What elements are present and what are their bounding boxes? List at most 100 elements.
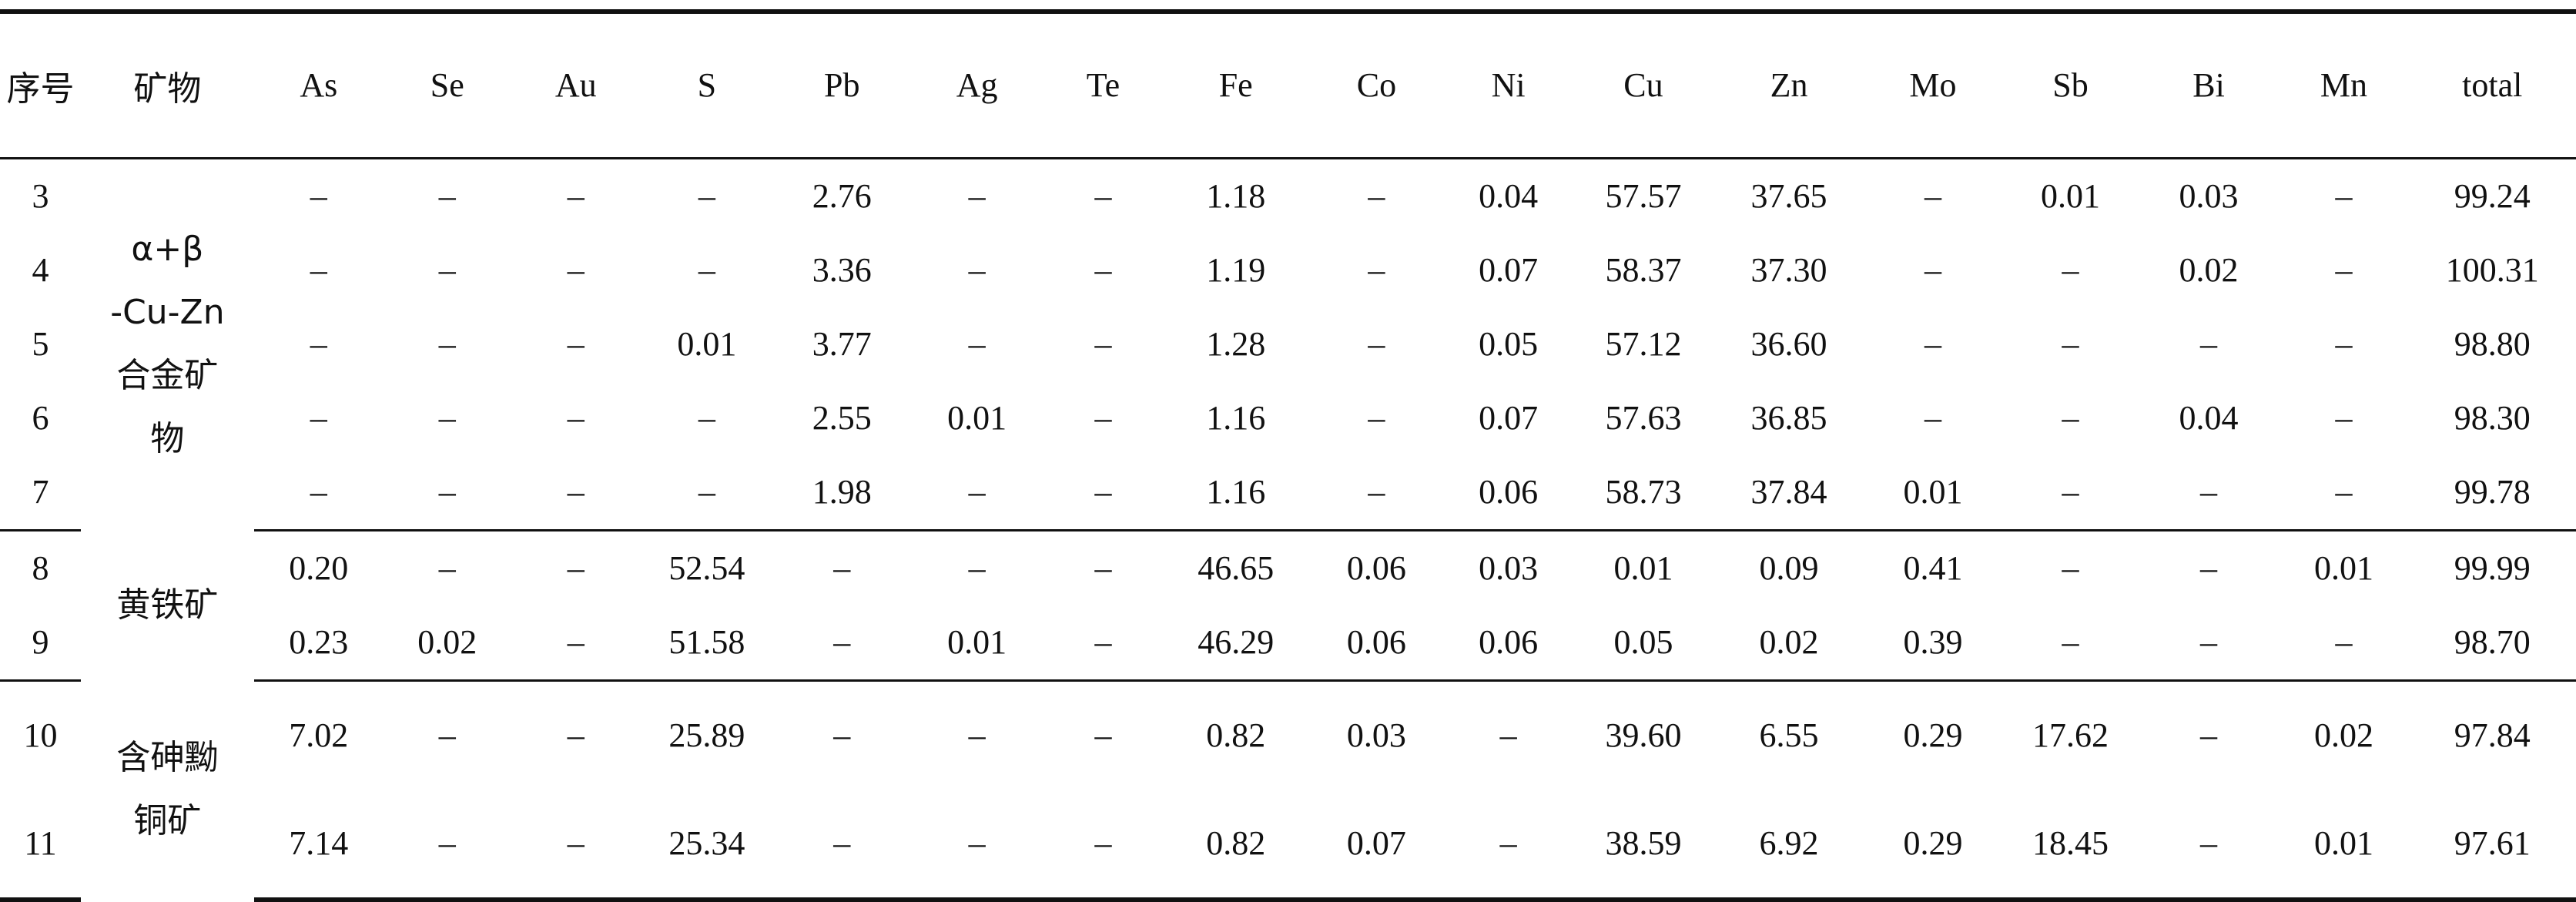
value-cell: 1.18 [1206,177,1266,215]
table-row: 3 α+β -Cu-Zn 合金矿物 – – – – 2.76 – – 1.18 – 0.04 57.57 37… [0,158,2576,458]
mineral-name-line: 含砷黝 [116,738,219,778]
column-header: 矿物 [81,9,254,159]
value-cell: – [438,716,456,754]
row-index-cell: 11 [0,789,82,902]
row-index-cell: 4 [32,251,49,289]
value-cell: – [910,789,1043,902]
value-cell: 99.99 [2454,549,2531,587]
value-cell: – [2279,454,2409,531]
row-index-cell: 5 [32,325,49,363]
value-cell: – [383,789,511,902]
value-cell: 99.24 [2454,177,2531,215]
value-cell: – [1368,251,1385,289]
value-cell: – [2062,399,2079,437]
value-cell: – [833,549,851,587]
value-cell: – [1308,454,1445,531]
value-cell: – [567,325,585,363]
value-cell: 58.37 [1605,251,1682,289]
value-cell: – [511,454,641,531]
mineral-name-line: α+β [131,230,204,270]
value-cell: 18.45 [2002,789,2139,902]
value-cell: 39.60 [1605,716,1682,754]
value-cell: – [310,399,327,437]
value-cell: – [698,399,715,437]
row-index-cell: 3 [32,177,49,215]
value-cell: 2.76 [812,177,872,215]
table-row: 6 – – – – 2.55 0.01 – 1.16 – 0.07 57.63 36.85 – – 0.04 –… [0,381,2576,455]
value-cell: 0.06 [1346,549,1406,587]
value-cell: – [1444,789,1573,902]
value-cell: 0.01 [2040,177,2100,215]
column-header: Te [1043,9,1164,159]
value-cell: – [310,251,327,289]
value-cell: 0.05 [1572,605,1715,682]
value-cell: 36.85 [1750,399,1827,437]
value-cell: – [2062,549,2079,587]
value-cell: 58.73 [1572,454,1715,531]
value-cell: 57.12 [1605,325,1682,363]
value-cell: – [1924,399,1941,437]
mineral-name-cell: 含砷黝 铜矿 [81,680,254,900]
value-cell: – [772,789,911,902]
value-cell: – [833,716,851,754]
value-cell: 0.04 [2179,399,2239,437]
value-cell: – [968,716,986,754]
column-header: Fe [1163,9,1309,159]
value-cell: 99.78 [2408,454,2576,531]
value-cell: 0.06 [1444,605,1573,682]
value-cell: – [2138,605,2280,682]
value-cell: – [2279,605,2409,682]
mineral-name-line: -Cu-Zn [110,293,225,333]
value-cell: 0.01 [910,605,1043,682]
value-cell: 97.61 [2408,789,2576,902]
mineral-name-cell: α+β -Cu-Zn 合金矿物 [81,158,254,530]
value-cell: 0.01 [677,325,737,363]
value-cell: – [438,177,456,215]
value-cell: – [1368,399,1385,437]
value-cell: 3.36 [812,251,872,289]
value-cell: 36.60 [1750,325,1827,363]
column-header: S [640,9,773,159]
column-header: Pb [772,9,911,159]
value-cell: – [567,251,585,289]
value-cell: – [968,177,986,215]
value-cell: – [310,325,327,363]
table-row: 11 7.14– –25.34– – –0.82 0.07–38.59 6.92 0.29 18… [0,789,2576,902]
table-row: 7– – – –1.98– –1.16–0.06 58.73 37.84 0.01– – –99.… [0,454,2576,531]
value-cell: 0.23 [253,605,384,682]
value-cell: – [383,454,511,531]
table-row: 5 – – – 0.01 3.77 – – 1.28 – 0.05 57.12 36.60 – – – – 98.… [0,307,2576,381]
column-header: Co [1308,9,1445,159]
value-cell: – [1499,716,1517,754]
value-cell: – [1094,716,1112,754]
mineral-name-line: 铜矿 [133,801,202,841]
value-cell: – [438,251,456,289]
mineral-name-cell: 黄铁矿 [81,530,254,680]
mineral-name-line: 物 [150,419,185,459]
value-cell: 0.20 [289,549,349,587]
value-cell: 0.39 [1863,605,2003,682]
table-row: 10 含砷黝 铜矿 7.02 – – 25.89 – – – 0.82 0.03 – 39.60 6.55 0… [0,680,2576,840]
value-cell: – [1043,454,1164,531]
value-cell: – [2335,251,2353,289]
value-cell: 0.06 [1308,605,1445,682]
value-cell: 97.84 [2454,716,2531,754]
value-cell: 6.92 [1714,789,1864,902]
column-header: Ag [910,9,1043,159]
value-cell: 38.59 [1572,789,1715,902]
table-header: 序号 矿物 As Se Au S Pb Ag Te Fe Co Ni Cu Zn Mo Sb Bi Mn total [0,9,2576,159]
row-index-cell: 8 [32,549,49,587]
value-cell: 0.02 [383,605,511,682]
value-cell: – [1094,325,1112,363]
value-cell: 1.19 [1206,251,1266,289]
value-cell: 0.01 [1863,454,2003,531]
column-header: Mo [1863,9,2003,159]
header-row: 序号 矿物 As Se Au S Pb Ag Te Fe Co Ni Cu Zn Mo Sb Bi Mn total [0,9,2576,159]
value-cell: 0.07 [1479,399,1539,437]
value-cell: 0.01 [2313,549,2373,587]
column-header: Mn [2279,9,2409,159]
value-cell: 57.63 [1605,399,1682,437]
table-row: 4 – – – – 3.36 – – 1.19 – 0.07 58.37 37.30 – – 0.02 – 100… [0,233,2576,307]
value-cell: – [698,177,715,215]
